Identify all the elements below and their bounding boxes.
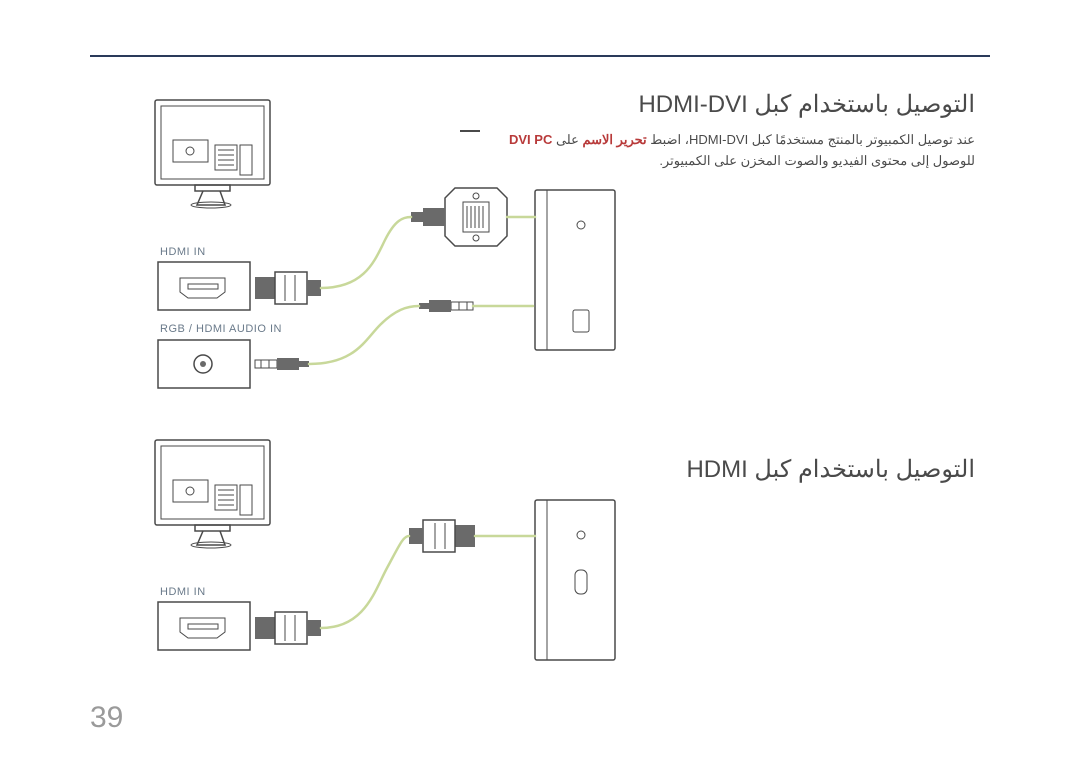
hdmi-in-label: HDMI IN — [160, 246, 206, 258]
dvi-connector-icon — [411, 188, 507, 246]
hdmi-plug-left-icon — [255, 612, 321, 644]
hdmi-plug-right-icon — [409, 520, 475, 552]
section2-title: التوصيل باستخدام كبل HDMI — [686, 455, 975, 484]
monitor-icon — [155, 100, 270, 208]
page-number: 39 — [90, 701, 123, 735]
audio-plug-icon — [255, 358, 309, 370]
hdmi-in-label-2: HDMI IN — [160, 586, 206, 598]
diagram-hdmi: HDMI IN — [155, 440, 655, 700]
audio-cable — [309, 306, 419, 364]
monitor-icon-2 — [155, 440, 270, 548]
hdmi-plug-icon — [255, 272, 321, 304]
audio-miniplug-icon — [419, 300, 473, 312]
audio-port-icon — [158, 340, 250, 388]
rgb-audio-label: RGB / HDMI AUDIO IN — [160, 323, 282, 335]
page-top-rule — [90, 55, 990, 57]
pc-tower-icon — [535, 190, 615, 350]
note-text-pre: عند توصيل الكمبيوتر بالمنتج مستخدمًا كبل… — [647, 132, 975, 147]
hdmi-cable — [321, 217, 411, 288]
hdmi-port-icon-2 — [158, 602, 250, 650]
hdmi-cable-2 — [321, 536, 409, 628]
section1-title: التوصيل باستخدام كبل HDMI-DVI — [638, 90, 975, 119]
hdmi-port-icon — [158, 262, 250, 310]
diagram-hdmi-dvi: HDMI IN RGB / HDMI AUDIO IN — [155, 100, 655, 400]
note-text-post: للوصول إلى محتوى الفيديو والصوت المخزن ع… — [659, 153, 975, 168]
pc-tower-icon-2 — [535, 500, 615, 660]
